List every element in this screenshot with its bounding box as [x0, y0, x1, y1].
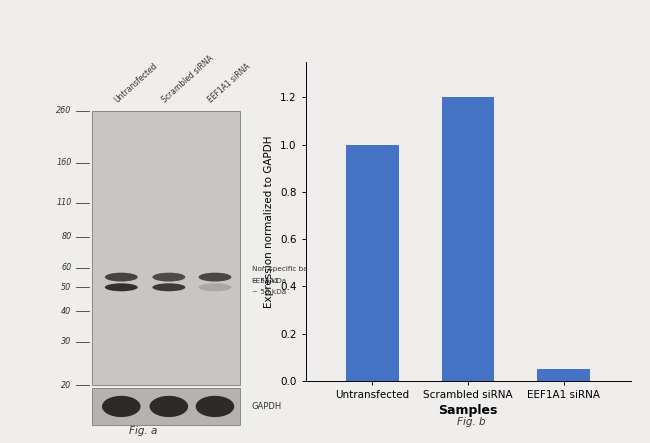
- Text: 20: 20: [61, 381, 72, 390]
- Bar: [346, 145, 398, 381]
- Text: 80: 80: [61, 233, 72, 241]
- Text: 60: 60: [61, 263, 72, 272]
- Text: Scrambled siRNA: Scrambled siRNA: [160, 53, 215, 104]
- Ellipse shape: [152, 284, 185, 291]
- Text: 30: 30: [61, 338, 72, 346]
- Text: Fig. a: Fig. a: [129, 426, 157, 436]
- Bar: [442, 97, 494, 381]
- Text: Non-specific band: Non-specific band: [252, 266, 317, 272]
- Ellipse shape: [152, 272, 185, 281]
- Bar: [538, 369, 590, 381]
- Ellipse shape: [198, 284, 231, 291]
- Ellipse shape: [150, 396, 188, 417]
- Ellipse shape: [102, 396, 140, 417]
- Bar: [92, 111, 240, 385]
- Ellipse shape: [105, 284, 138, 291]
- Text: EEF1A1 siRNA: EEF1A1 siRNA: [206, 62, 252, 104]
- Text: 40: 40: [61, 307, 72, 316]
- Bar: [92, 388, 240, 425]
- X-axis label: Samples: Samples: [438, 404, 498, 417]
- Text: Fig. b: Fig. b: [457, 417, 486, 427]
- Text: EEF1A1: EEF1A1: [252, 278, 280, 284]
- Text: 260: 260: [56, 106, 72, 115]
- Ellipse shape: [198, 272, 231, 281]
- Text: 110: 110: [56, 198, 72, 207]
- Ellipse shape: [105, 272, 138, 281]
- Text: Untransfected: Untransfected: [112, 61, 159, 104]
- Text: ~ 50 kDa: ~ 50 kDa: [252, 289, 286, 295]
- Text: ~ 55 kDa: ~ 55 kDa: [252, 278, 286, 284]
- Text: 50: 50: [61, 283, 72, 292]
- Ellipse shape: [196, 396, 234, 417]
- Y-axis label: Expression normalized to GAPDH: Expression normalized to GAPDH: [265, 135, 274, 308]
- Text: 160: 160: [56, 158, 72, 167]
- Text: GAPDH: GAPDH: [252, 402, 282, 411]
